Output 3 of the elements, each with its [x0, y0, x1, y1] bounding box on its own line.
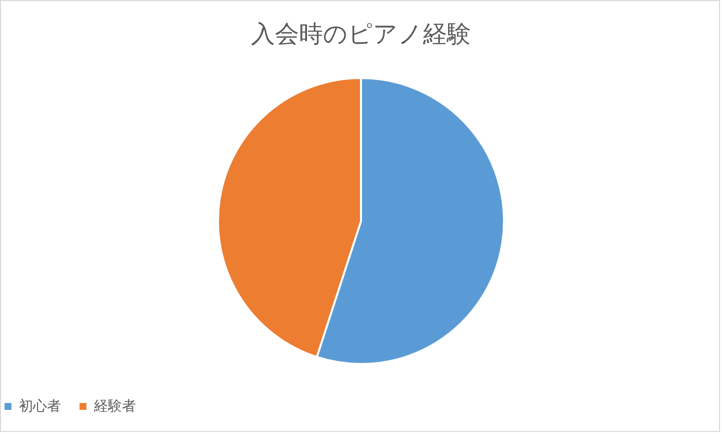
legend-label: 経験者 — [93, 398, 136, 414]
legend-label: 初心者 — [19, 398, 61, 414]
chart-title: 入会時のピアノ経験 — [251, 20, 471, 48]
